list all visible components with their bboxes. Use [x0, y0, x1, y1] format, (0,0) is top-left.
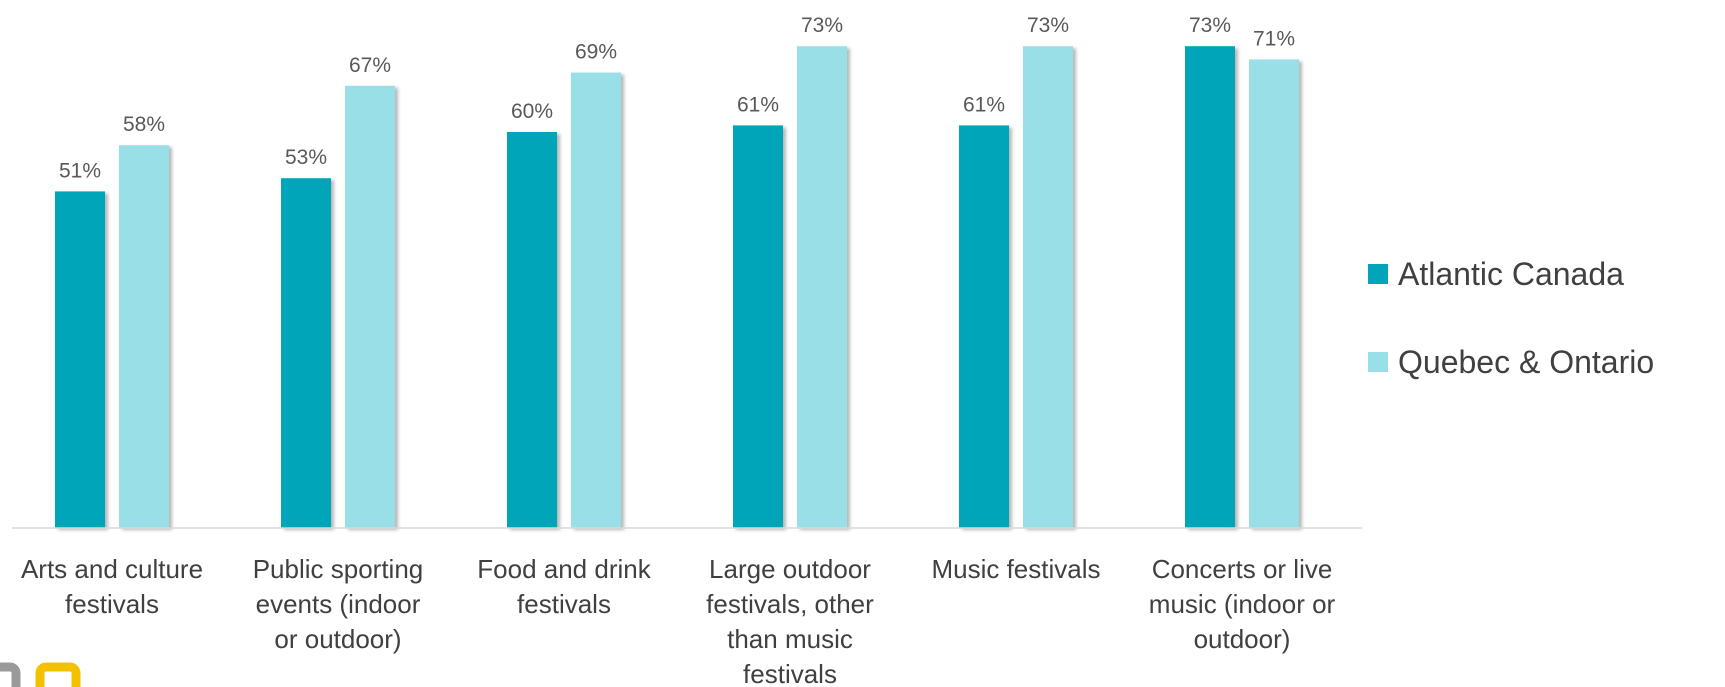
category-label-line: or outdoor) [274, 624, 401, 654]
category-label-line: festivals [517, 589, 611, 619]
category-labels: Arts and culture festivals Public sporting… [21, 554, 1336, 687]
category-label-line: Food and drink [477, 554, 651, 584]
category-label: Music festivals [931, 554, 1100, 584]
bar-quebec-ontario-0 [119, 145, 169, 528]
category-label: Public sporting events (indoor or outdoor) [253, 554, 424, 654]
category-label-line: festivals, other [706, 589, 874, 619]
category-label-line: festivals [65, 589, 159, 619]
legend-label: Atlantic Canada [1398, 256, 1624, 292]
value-label: 53% [285, 146, 327, 169]
category-label-line: events (indoor [256, 589, 421, 619]
legend-swatch [1368, 352, 1388, 372]
category-label-line: than music [727, 624, 853, 654]
category-label-line: outdoor) [1194, 624, 1291, 654]
bar-atlantic-canada-4 [959, 125, 1009, 529]
category-label-line: Concerts or live [1152, 554, 1333, 584]
bar-quebec-ontario-4 [1023, 46, 1073, 528]
category-label-line: Large outdoor [709, 554, 871, 584]
bars-layer [55, 46, 1299, 529]
value-labels: 51% 58% 53% 67% 60% 69% 61% 73% 61% 73% 73% 71% [59, 14, 1295, 182]
bar-quebec-ontario-1 [345, 85, 395, 529]
value-label: 73% [1189, 14, 1231, 37]
category-label-line: music (indoor or [1149, 589, 1336, 619]
value-label: 71% [1253, 27, 1295, 50]
legend: Atlantic Canada Quebec & Ontario [1368, 256, 1654, 380]
value-label: 60% [511, 100, 553, 123]
legend-swatch [1368, 264, 1388, 284]
value-label: 69% [575, 41, 617, 64]
bar-quebec-ontario-3 [797, 46, 847, 528]
category-label-line: Public sporting [253, 554, 424, 584]
bar-atlantic-canada-2 [507, 132, 557, 528]
value-label: 61% [963, 93, 1005, 116]
value-label: 51% [59, 159, 101, 182]
category-label-line: festivals [743, 659, 837, 687]
bar-atlantic-canada-0 [55, 191, 105, 528]
value-label: 58% [123, 113, 165, 136]
category-label: Concerts or live music (indoor or outdoor) [1149, 554, 1336, 654]
bar-quebec-ontario-2 [571, 72, 621, 528]
bar-atlantic-canada-3 [733, 125, 783, 529]
value-label: 73% [1027, 14, 1069, 37]
category-label: Large outdoor festivals, other than music f… [706, 554, 874, 687]
logo-mark-gray [0, 662, 21, 687]
category-label: Arts and culture festivals [21, 554, 203, 619]
category-label-line: Music festivals [931, 554, 1100, 584]
value-label: 67% [349, 54, 391, 77]
logo-mark-yellow [35, 662, 81, 687]
value-label: 61% [737, 93, 779, 116]
category-label: Food and drink festivals [477, 554, 651, 619]
legend-label: Quebec & Ontario [1398, 344, 1654, 380]
bar-quebec-ontario-5 [1249, 59, 1299, 529]
bar-atlantic-canada-5 [1185, 46, 1235, 528]
brand-logo [0, 662, 81, 687]
category-label-line: Arts and culture [21, 554, 203, 584]
bar-atlantic-canada-1 [281, 178, 331, 528]
value-label: 73% [801, 14, 843, 37]
